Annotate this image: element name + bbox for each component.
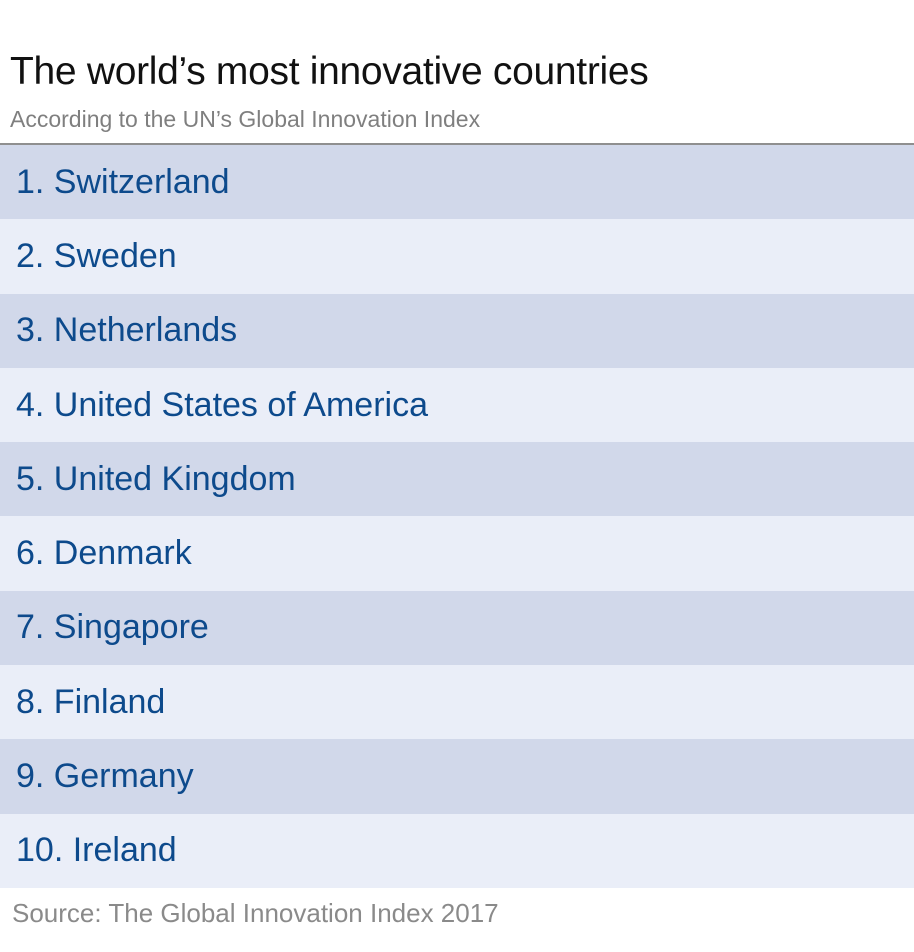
source-note: Source: The Global Innovation Index 2017 bbox=[12, 898, 499, 928]
table-row: 8. Finland bbox=[0, 665, 914, 740]
table-row: 5. United Kingdom bbox=[0, 442, 914, 517]
table-row: 9. Germany bbox=[0, 739, 914, 814]
header-divider bbox=[0, 143, 914, 145]
table-row: 2. Sweden bbox=[0, 219, 914, 294]
ranking-table: 1. Switzerland 2. Sweden 3. Netherlands 4. … bbox=[0, 145, 914, 888]
table-row: 10. Ireland bbox=[0, 813, 914, 888]
table-row: 7. Singapore bbox=[0, 590, 914, 666]
table-row: 4. United States of America bbox=[0, 367, 914, 443]
table-row: 3. Netherlands bbox=[0, 293, 914, 368]
table-row: 6. Denmark bbox=[0, 516, 914, 591]
chart-subtitle: According to the UN’s Global Innovation … bbox=[10, 106, 481, 132]
chart-title: The world’s most innovative countries bbox=[10, 50, 649, 93]
table-row: 1. Switzerland bbox=[0, 145, 914, 220]
